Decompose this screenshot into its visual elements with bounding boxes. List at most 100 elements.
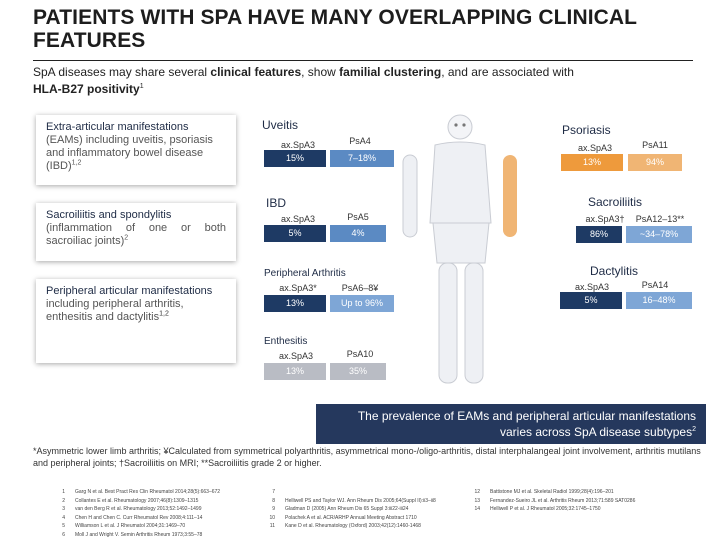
reference-number: 1 (62, 489, 65, 495)
reference-item: 4 Chen H and Chen C. Curr Rheumatol Rev 2… (55, 514, 265, 523)
enth-axspa-label: ax.SpA3 (278, 351, 314, 361)
reference-text: Gladman D (2005) Ann Rheum Dis 65 Suppl … (285, 506, 409, 512)
reference-text: Battistone MJ et al. Skeletal Radiol 199… (490, 489, 614, 495)
periph-psa-value: Up to 96% (330, 295, 394, 312)
subtitle-ref: 1 (139, 83, 144, 90)
reference-item: 9 Gladman D (2005) Ann Rheum Dis 65 Suppl… (265, 505, 465, 514)
psoriasis-axspa-value: 13% (561, 154, 623, 171)
reference-number: 13 (474, 497, 480, 504)
reference-item: 6 Moll J and Wright V. Semin Arthritis Rh… (55, 531, 265, 540)
card-extra-text: (EAMs) including uveitis, psoriasis and … (46, 134, 213, 172)
region-ibd-label: IBD (266, 196, 287, 210)
periph-axspa-value: 13% (264, 295, 326, 312)
uveitis-psa-label: PsA4 (349, 136, 371, 146)
reference-item: 14 Helliwell P et al. J Rheumatol 2005;32… (470, 505, 690, 514)
enth-axspa-value: 13% (264, 363, 326, 380)
reference-text: Helliwell PS and Taylor WJ. Ann Rheum Di… (285, 497, 436, 504)
subtitle-part-3: , and are associated with (441, 65, 574, 79)
card-sacro-head: Sacroiliitis and spondylitis (46, 209, 172, 221)
card-peripheral-ref: 1,2 (159, 310, 169, 318)
reference-item: 5 Williamson L et al. J Rheumatol 2004;31… (55, 522, 265, 531)
sacro-axspa-label: ax.SpA3† (585, 214, 625, 224)
card-extra-ref: 1,2 (71, 159, 82, 167)
card-sacro-text: (inflammation of one or both sacroiliac … (46, 222, 226, 247)
card-peripheral-text: including peripheral arthritis, enthesit… (46, 298, 184, 323)
footnote: *Asymmetric lower limb arthritis; ¥Calcu… (33, 446, 701, 468)
reference-number: 4 (62, 514, 65, 521)
subtitle-bold-1: clinical features (210, 65, 302, 79)
periph-axspa-label: ax.SpA3* (279, 283, 317, 293)
ibd-psa-label: PsA5 (347, 212, 369, 222)
card-sacro-ref: 2 (124, 234, 129, 242)
ibd-axspa-value: 5% (264, 225, 326, 242)
reference-number: 9 (272, 506, 275, 512)
reference-number: 5 (62, 523, 65, 529)
subtitle-bold-3: HLA-B27 positivity (33, 82, 140, 96)
uveitis-psa-value: 7–18% (330, 150, 394, 167)
reference-number: 8 (272, 497, 275, 504)
dact-axspa-label: ax.SpA3 (574, 282, 610, 292)
region-periph-label: Peripheral Arthritis (264, 268, 346, 279)
reference-text: Fernandez-Sueiro JL et al. Arthritis Rhe… (490, 497, 636, 504)
reference-text: Polachek A et al. ACR/ARHP Annual Meetin… (285, 514, 417, 521)
reference-item: 10 Polachek A et al. ACR/ARHP Annual Meet… (265, 514, 465, 523)
reference-text: Garg N et al. Best Pract Res Clin Rheuma… (75, 489, 221, 495)
reference-number: 12 (474, 489, 480, 495)
region-psoriasis-label: Psoriasis (562, 123, 611, 137)
reference-text: van den Berg R et al. Rheumatology 2013;… (75, 506, 202, 512)
region-sacroiliitis-label: Sacroiliitis (588, 195, 643, 209)
references-col-2: 7 8 Helliwell PS and Taylor WJ. Ann Rheum … (265, 488, 465, 531)
reference-item: 2 Collantes E et al. Rheumatology 2007;46… (55, 497, 265, 506)
periph-psa-label: PsA6–8¥ (341, 283, 379, 293)
reference-item: 13 Fernandez-Sueiro JL et al. Arthritis R… (470, 497, 690, 506)
ibd-axspa-label: ax.SpA3 (280, 214, 316, 224)
reference-number: 3 (62, 506, 65, 512)
reference-number: 6 (62, 531, 65, 538)
reference-item: 8 Helliwell PS and Taylor WJ. Ann Rheum D… (265, 497, 465, 506)
enth-psa-value: 35% (330, 363, 386, 380)
reference-number: 7 (272, 489, 275, 495)
psoriasis-psa-label: PsA11 (642, 140, 668, 150)
uveitis-axspa-label: ax.SpA3 (280, 140, 316, 150)
subtitle-part-1: SpA diseases may share several (33, 65, 211, 79)
prevalence-callout: The prevalence of EAMs and peripheral ar… (316, 404, 706, 444)
dact-psa-label: PsA14 (641, 280, 669, 290)
subtitle-bold-2: familial clustering (339, 65, 442, 79)
callout-text: The prevalence of EAMs and peripheral ar… (357, 409, 696, 439)
sacro-psa-value: ~34–78% (626, 226, 692, 243)
dact-psa-value: 16–48% (626, 292, 692, 309)
reference-text: Chen H and Chen C. Curr Rheumatol Rev 20… (75, 514, 203, 521)
reference-text: Moll J and Wright V. Semin Arthritis Rhe… (75, 531, 203, 538)
region-dactylitis-label: Dactylitis (590, 264, 639, 278)
region-uveitis-label: Uveitis (262, 118, 299, 132)
reference-item: 12 Battistone MJ et al. Skeletal Radiol 1… (470, 488, 690, 497)
sacro-axspa-value: 86% (576, 226, 622, 243)
references-col-3: 12 Battistone MJ et al. Skeletal Radiol 1… (470, 488, 690, 514)
card-sacroiliitis: Sacroiliitis and spondylitis (inflammati… (36, 203, 236, 261)
reference-number: 11 (269, 523, 275, 529)
uveitis-axspa-value: 15% (264, 150, 326, 167)
reference-item: 11 Kane D et al. Rheumatology (Oxford) 20… (265, 522, 465, 531)
callout-ref: 2 (692, 426, 696, 433)
reference-text: Collantes E et al. Rheumatology 2007;46(… (75, 497, 199, 504)
reference-number: 2 (62, 497, 65, 504)
reference-item: 7 (265, 488, 465, 497)
enth-psa-label: PsA10 (346, 349, 374, 359)
reference-text: Helliwell P et al. J Rheumatol 2005;32:1… (490, 506, 601, 512)
region-enthesitis-label: Enthesitis (264, 336, 308, 347)
reference-number: 14 (474, 506, 480, 512)
card-peripheral: Peripheral articular manifestations incl… (36, 279, 236, 363)
card-peripheral-head: Peripheral articular manifestations (46, 285, 213, 297)
page-title: PATIENTS WITH SPA HAVE MANY OVERLAPPING … (33, 6, 637, 52)
reference-text: Kane D et al. Rheumatology (Oxford) 2003… (285, 523, 421, 529)
psoriasis-axspa-label: ax.SpA3 (577, 143, 613, 153)
references-col-1: 1 Garg N et al. Best Pract Res Clin Rheum… (55, 488, 265, 539)
sacro-psa-label: PsA12–13** (635, 214, 685, 224)
subtitle-part-2: , show (301, 65, 340, 79)
subtitle: SpA diseases may share several clinical … (33, 64, 683, 98)
reference-number: 10 (269, 514, 275, 521)
title-divider (33, 60, 693, 61)
reference-item: 1 Garg N et al. Best Pract Res Clin Rheum… (55, 488, 265, 497)
human-body-figure (402, 114, 517, 384)
reference-text: Williamson L et al. J Rheumatol 2004;31:… (75, 523, 186, 529)
